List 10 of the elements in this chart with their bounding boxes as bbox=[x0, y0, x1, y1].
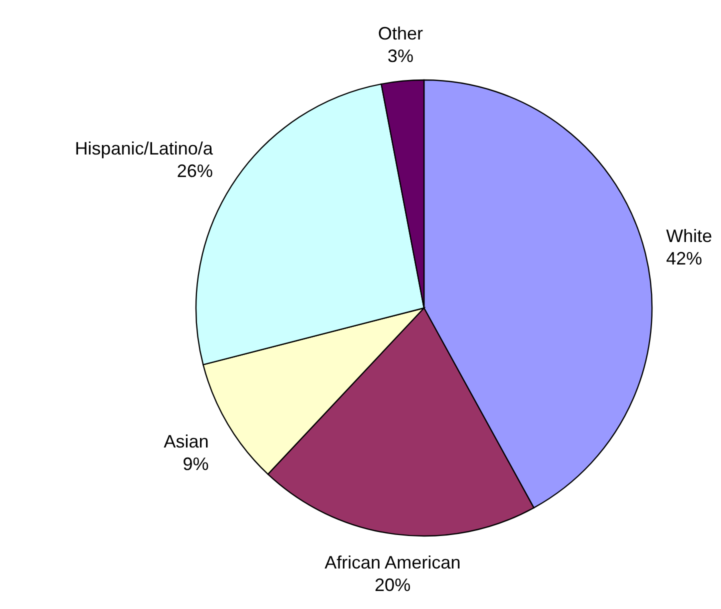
data-label: 42% bbox=[666, 248, 702, 269]
slice-label: Hispanic/Latino/a bbox=[74, 138, 214, 158]
slice-label: African American bbox=[324, 552, 461, 572]
data-label: 9% bbox=[182, 454, 209, 474]
data-label: 3% bbox=[387, 46, 414, 66]
slice-label: White bbox=[666, 226, 712, 246]
slice-label: Asian bbox=[164, 432, 209, 452]
data-label: 26% bbox=[176, 160, 213, 181]
data-label: 20% bbox=[374, 574, 411, 595]
slice-label: Other bbox=[378, 24, 423, 44]
